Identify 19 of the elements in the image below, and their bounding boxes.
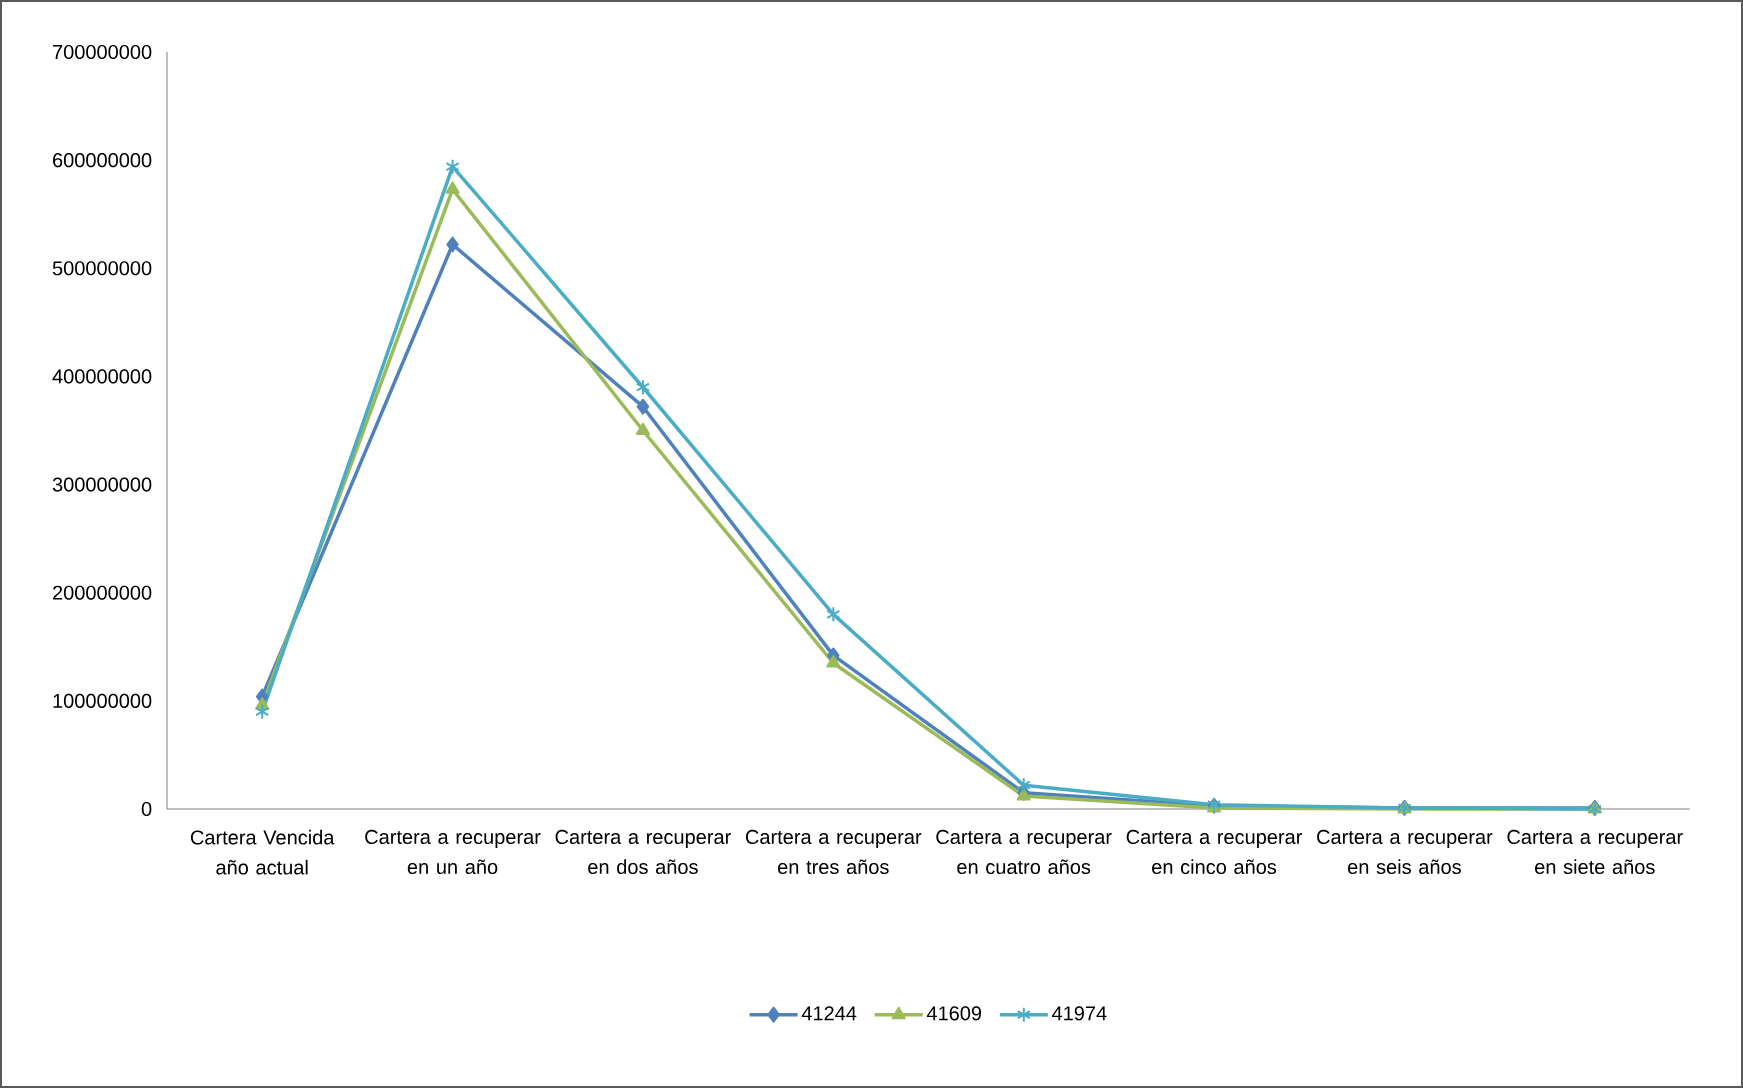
y-tick-label: 100000000 xyxy=(53,693,152,708)
x-tick-label: Cartera Vencida año actual xyxy=(190,829,335,875)
legend-label: 41244 xyxy=(801,1006,857,1021)
y-tick-label: 500000000 xyxy=(52,261,152,276)
y-tick-label: 600000000 xyxy=(53,153,152,168)
x-tick-label: Cartera a recuperar en cinco años xyxy=(1126,829,1303,875)
x-tick-label: Cartera a recuperar en tres años xyxy=(745,829,922,875)
x-tick-label: Cartera a recuperar en dos años xyxy=(555,829,731,875)
y-tick-label: 700000000 xyxy=(53,44,152,60)
y-tick-label: 200000000 xyxy=(53,585,152,600)
y-tick-label: 300000000 xyxy=(52,477,152,492)
y-tick-label: 400000000 xyxy=(52,369,152,384)
x-tick-label: Cartera a recuperar en seis años xyxy=(1317,829,1493,875)
legend-label: 41609 xyxy=(926,1006,982,1021)
x-tick-label: Cartera a recuperar en cuatro años xyxy=(936,829,1112,875)
x-tick-label: Cartera a recuperar en siete años xyxy=(1507,829,1683,875)
x-tick-label: Cartera a recuperar en un año xyxy=(365,829,541,875)
legend-label: 41974 xyxy=(1051,1006,1107,1021)
y-tick-label: 0 xyxy=(141,801,152,817)
